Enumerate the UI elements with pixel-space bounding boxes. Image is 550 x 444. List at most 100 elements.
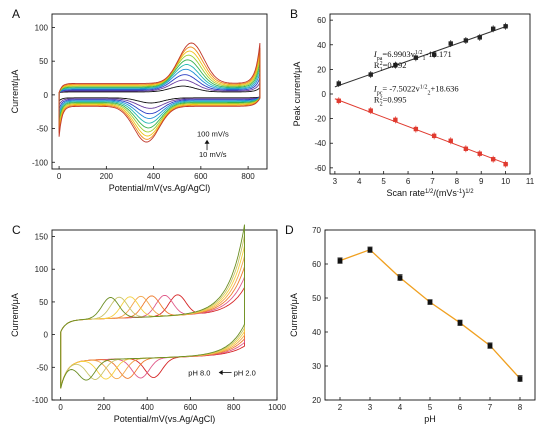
plot-frame (51, 229, 278, 401)
y-tick-label: 0 (44, 91, 49, 100)
y-tick-label: 50 (39, 57, 48, 66)
data-point (393, 117, 398, 123)
y-tick-label: -100 (32, 396, 49, 405)
data-point (503, 24, 508, 29)
fit-line-anodic (334, 25, 509, 88)
y-tick-label: 40 (312, 328, 321, 337)
fit-line-cathodic (334, 98, 509, 165)
data-point (463, 146, 469, 151)
y-tick-label: -100 (32, 158, 49, 167)
x-tick-label: 400 (141, 403, 155, 412)
panel-label: B (290, 7, 298, 21)
x-tick-label: 600 (194, 172, 208, 181)
panel-label: D (285, 223, 294, 237)
x-tick-label: 800 (227, 403, 241, 412)
x-tick-label: 8 (455, 177, 460, 186)
panel-d: 2 3 4 5 6 7 8 20 30 40 50 60 70 D Current/μA pH (285, 223, 536, 424)
cv-curve-ph-8 (60, 224, 245, 389)
x-tick-label: 6 (406, 177, 411, 186)
data-point (367, 247, 373, 253)
data-point (413, 126, 419, 132)
fit-equation: Ipa=6.9903v1/21-15.171 (373, 49, 452, 62)
data-point (490, 157, 496, 162)
data-point (336, 98, 341, 103)
cv-curve-ph-5 (60, 255, 245, 389)
cv-curve-30mv (58, 74, 261, 115)
data-point (337, 258, 343, 263)
y-axis-label: Current/μA (289, 293, 299, 337)
y-tick-label: 20 (312, 396, 321, 405)
x-tick-label: 4 (357, 177, 362, 186)
x-tick-label: 0 (57, 172, 62, 181)
x-tick-label: 600 (184, 403, 198, 412)
x-tick-label: 200 (97, 403, 111, 412)
y-tick-label: 100 (35, 265, 49, 274)
fit-equation: Ipc= -7.5022v1/22+18.636 (373, 84, 459, 97)
x-tick-label: 6 (458, 403, 463, 412)
x-tick-label: 10 (501, 177, 510, 186)
cv-curve-50mv (58, 64, 261, 124)
data-point (463, 38, 469, 43)
y-tick-label: 150 (35, 233, 49, 242)
y-tick-label: 70 (312, 226, 321, 235)
x-tick-label: 7 (430, 177, 435, 186)
scan-rate-high-label: 100 mV/s (197, 130, 229, 139)
y-tick-label: 40 (317, 41, 326, 50)
y-tick-label: 100 (35, 23, 49, 32)
y-axis-label: Peak current/μA (292, 62, 302, 127)
data-point (431, 133, 437, 139)
y-tick-label: 20 (317, 65, 326, 74)
x-axis-label: pH (424, 414, 436, 424)
x-tick-label: 5 (428, 403, 433, 412)
x-tick-label: 7 (488, 403, 493, 412)
x-tick-label: 800 (241, 172, 255, 181)
x-tick-label: 9 (479, 177, 484, 186)
panel-label: A (12, 7, 20, 21)
x-axis-label: Potential/mV(vs.Ag/AgCl) (109, 183, 211, 193)
cv-curve-ph-4 (60, 266, 245, 389)
cv-curve-90mv (58, 46, 261, 140)
x-tick-label: 5 (381, 177, 386, 186)
panel-b: 3 4 5 6 7 8 9 10 11 -60 -40 -20 0 20 40 60 B Peak current… (290, 7, 535, 198)
data-point (368, 108, 373, 113)
x-tick-label: 11 (526, 177, 535, 186)
data-point (427, 299, 433, 305)
cv-curve-100mv (58, 42, 261, 143)
y-tick-label: -40 (314, 139, 326, 148)
y-axis-label: Current/μA (10, 70, 20, 114)
y-tick-label: 50 (312, 294, 321, 303)
y-tick-label: -60 (314, 164, 326, 173)
y-tick-label: 60 (312, 260, 321, 269)
panel-label: C (12, 223, 21, 237)
plot-frame (324, 229, 536, 401)
y-tick-label: 50 (39, 298, 48, 307)
y-axis-label: Current/μA (10, 293, 20, 337)
y-tick-label: -50 (36, 363, 48, 372)
x-tick-label: 3 (368, 403, 373, 412)
panel-a: 0 200 400 600 800 -100 -50 0 50 100 A Current/μA Pot… (10, 7, 268, 193)
data-point (397, 275, 403, 280)
plot-frame (51, 13, 268, 170)
data-point (477, 151, 482, 156)
x-axis-label: Potential/mV(vs.Ag/AgCl) (114, 414, 216, 424)
cv-curve-80mv (58, 50, 261, 137)
y-tick-label: 30 (312, 362, 321, 371)
ph-cv-curves (60, 224, 245, 389)
y-tick-label: 0 (322, 90, 327, 99)
cv-curve-ph-6 (60, 245, 245, 389)
y-tick-label: -50 (36, 125, 48, 134)
ph-low-label: pH 2.0 (234, 369, 256, 378)
x-tick-label: 0 (58, 403, 63, 412)
scan-rate-low-label: 10 mV/s (199, 150, 227, 159)
ph-high-label: pH 8.0 (188, 369, 210, 378)
data-point (368, 72, 373, 77)
r-squared: R12=0.992 (374, 60, 407, 73)
x-tick-label: 2 (338, 403, 343, 412)
cv-curve-ph-3 (60, 276, 245, 389)
arrow-head (218, 370, 223, 376)
x-tick-label: 4 (398, 403, 403, 412)
x-tick-label: 200 (100, 172, 114, 181)
x-tick-label: 400 (147, 172, 161, 181)
data-point (393, 62, 398, 68)
r-squared: R22=0.995 (374, 95, 407, 108)
